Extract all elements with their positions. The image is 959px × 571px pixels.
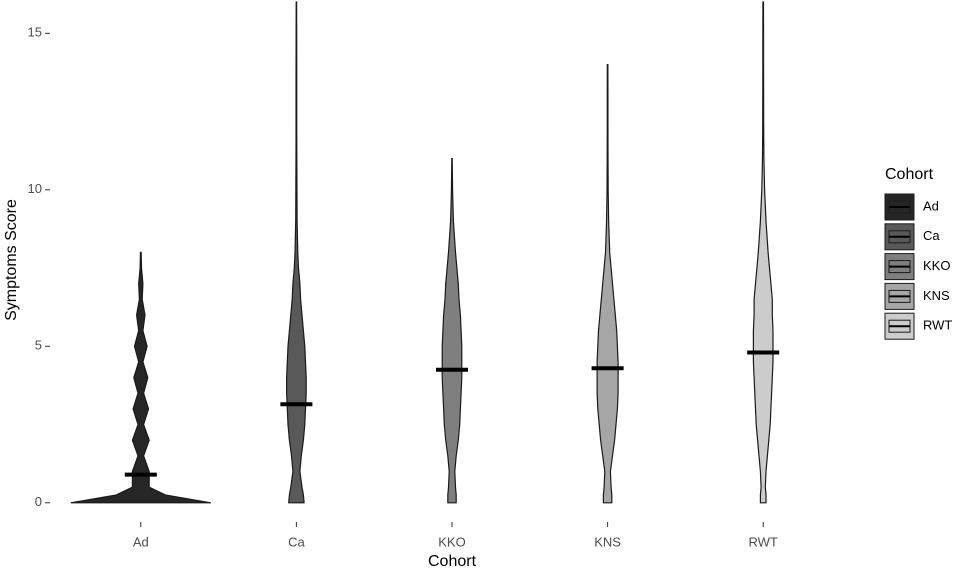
legend-label: KNS xyxy=(923,288,950,303)
legend-key-inner xyxy=(888,200,911,214)
x-tick-label: KKO xyxy=(438,534,465,549)
y-tick-label: 10 xyxy=(28,181,42,196)
x-axis-title: Cohort xyxy=(428,553,477,570)
x-tick-label: RWT xyxy=(749,534,778,549)
x-tick-label: Ad xyxy=(133,534,149,549)
violin xyxy=(441,157,463,504)
legend-key-inner xyxy=(888,260,911,274)
legend-label: KKO xyxy=(923,258,950,273)
y-tick-label: 15 xyxy=(28,25,42,40)
violin xyxy=(286,1,307,504)
y-axis-title: Symptoms Score xyxy=(3,199,20,321)
legend-label: Ad xyxy=(923,198,939,213)
legend-key-inner xyxy=(888,289,911,303)
violin xyxy=(752,1,774,504)
legend-key-inner xyxy=(888,230,911,244)
y-tick-label: 5 xyxy=(35,338,42,353)
legend-label: Ca xyxy=(923,228,940,243)
x-tick-label: Ca xyxy=(288,534,305,549)
legend-label: RWT xyxy=(923,318,952,333)
y-tick-label: 0 xyxy=(35,494,42,509)
violin xyxy=(70,251,211,504)
x-tick-label: KNS xyxy=(594,534,621,549)
legend-title: Cohort xyxy=(885,166,934,183)
legend-key-inner xyxy=(888,319,911,333)
violin xyxy=(596,63,619,504)
